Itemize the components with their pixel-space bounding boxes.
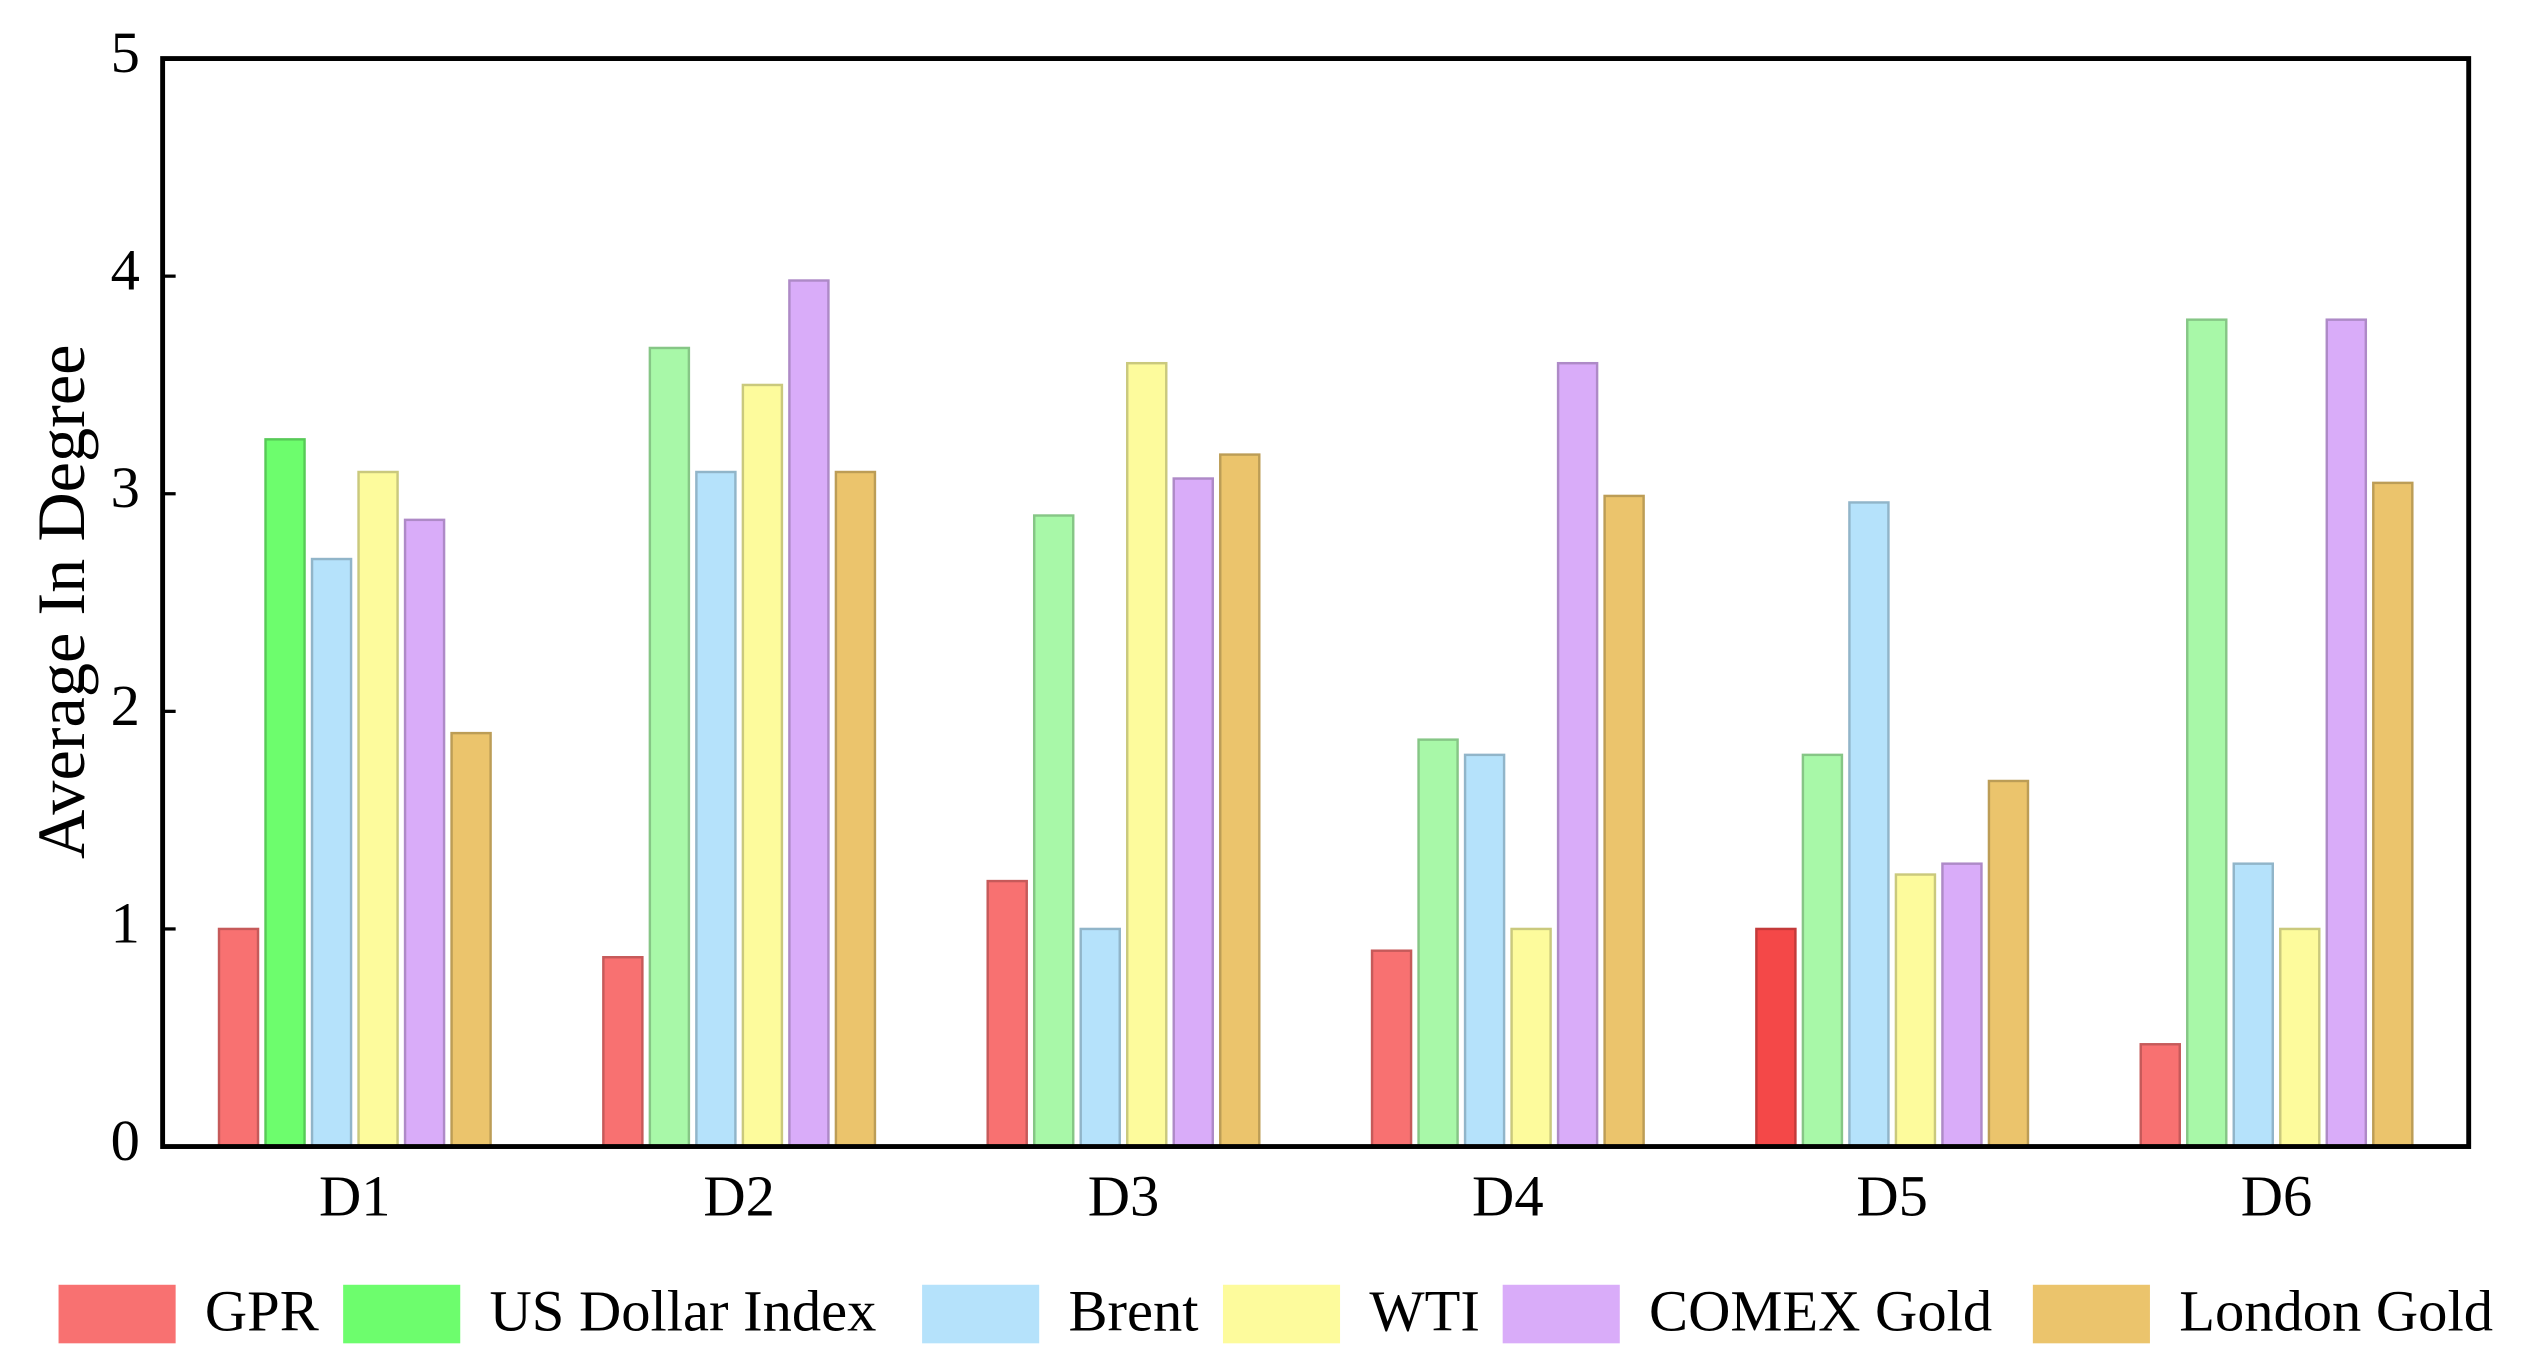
- y-tick-label: 1: [111, 890, 140, 955]
- bar: [1417, 738, 1459, 1148]
- bar: [1894, 873, 1937, 1148]
- bar: [788, 279, 830, 1148]
- x-tick-label: D3: [1088, 1163, 1160, 1228]
- y-tick-label: 0: [111, 1108, 140, 1173]
- bar: [2139, 1043, 2181, 1148]
- x-tick-label: D1: [319, 1163, 391, 1228]
- bar: [1463, 753, 1506, 1148]
- bar: [310, 557, 353, 1148]
- bar: [2186, 318, 2228, 1148]
- bar: [2325, 318, 2368, 1148]
- bar: [403, 518, 446, 1148]
- bar: [1510, 927, 1552, 1148]
- bar: [1848, 501, 1890, 1148]
- bar: [1032, 514, 1075, 1148]
- bar: [264, 438, 306, 1148]
- legend-label: COMEX Gold: [1649, 1279, 1992, 1344]
- bar: [1370, 949, 1413, 1148]
- bar: [1126, 361, 1168, 1148]
- plot-frame: [160, 56, 2472, 1149]
- legend-swatch: [1222, 1284, 1341, 1344]
- legend-swatch: [2032, 1284, 2150, 1344]
- legend-swatch: [343, 1284, 461, 1344]
- y-axis-label: Average In Degree: [23, 345, 99, 859]
- bar: [602, 956, 644, 1148]
- bar: [1941, 862, 1983, 1148]
- bar: [357, 470, 399, 1148]
- bar: [648, 346, 691, 1148]
- x-tick-label: D4: [1472, 1163, 1544, 1228]
- bar: [695, 470, 737, 1148]
- legend-swatch: [1502, 1284, 1620, 1344]
- legend-label: WTI: [1369, 1279, 1480, 1344]
- y-tick-label: 2: [111, 673, 140, 738]
- bar: [1755, 927, 1797, 1148]
- x-tick-label: D2: [703, 1163, 775, 1228]
- bar: [2279, 927, 2321, 1148]
- y-tick-label: 3: [111, 455, 140, 520]
- y-tick-label: 4: [111, 238, 140, 303]
- legend-label: GPR: [205, 1279, 319, 1344]
- legend-label: Brent: [1068, 1279, 1198, 1344]
- bar: [450, 731, 492, 1148]
- bar: [1556, 361, 1599, 1148]
- bar: [2372, 481, 2414, 1148]
- bar: [217, 927, 260, 1148]
- bar: [1079, 927, 1121, 1148]
- legend-swatch: [922, 1284, 1040, 1344]
- bar: [741, 383, 784, 1148]
- x-tick-label: D5: [1856, 1163, 1928, 1228]
- y-tick-label: 5: [111, 20, 140, 85]
- legend-swatch: [58, 1284, 176, 1344]
- bar: [1801, 753, 1844, 1148]
- bar: [2232, 862, 2275, 1148]
- bar: [1172, 477, 1214, 1148]
- bar: [1603, 494, 1645, 1148]
- legend-label: London Gold: [2179, 1279, 2493, 1344]
- bar: [1219, 453, 1261, 1148]
- legend-label: US Dollar Index: [490, 1279, 877, 1344]
- bar: [986, 879, 1028, 1148]
- bar: [1987, 779, 2030, 1148]
- x-tick-label: D6: [2241, 1163, 2313, 1228]
- bar: [834, 470, 877, 1148]
